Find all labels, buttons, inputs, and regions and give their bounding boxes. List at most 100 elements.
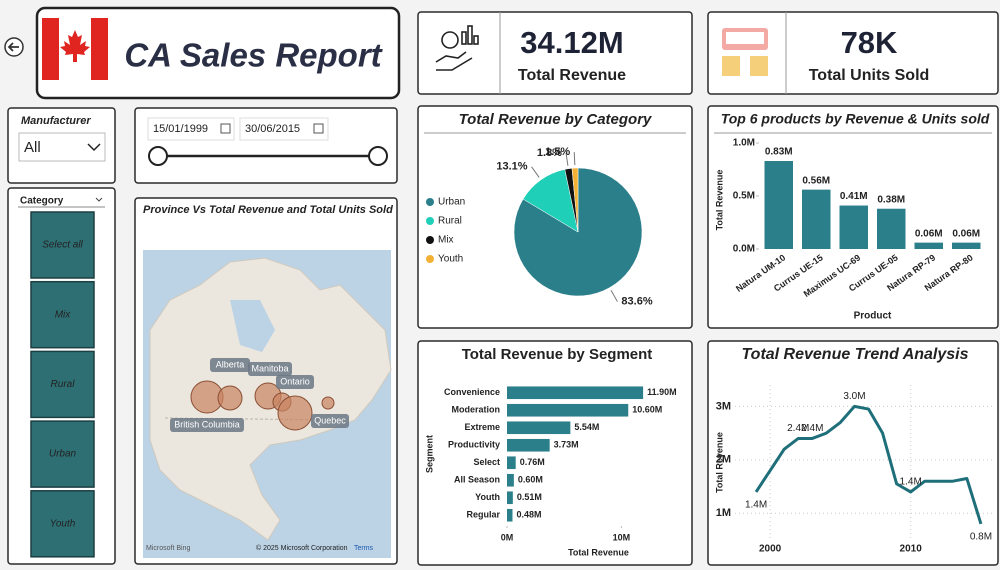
dropdown-value: All xyxy=(24,139,41,156)
map-label: British Columbia xyxy=(174,419,240,429)
data-label: 0.56M xyxy=(802,175,830,186)
data-label: 0.48M xyxy=(516,510,541,520)
data-label: 1.4M xyxy=(900,477,922,488)
map-credit: © 2025 Microsoft Corporation xyxy=(256,544,348,552)
y-tick-label: Select xyxy=(473,457,500,467)
calendar-icon xyxy=(220,123,231,134)
y-tick-label: 0.0M xyxy=(733,244,755,255)
data-label: 2.4M xyxy=(787,423,809,434)
data-label: 11.90M xyxy=(647,387,677,397)
units-icon xyxy=(722,28,768,76)
data-label: 3.0M xyxy=(843,391,865,402)
y-tick-label: Extreme xyxy=(464,422,500,432)
y-tick-label: Regular xyxy=(466,510,500,520)
map-label: Quebec xyxy=(314,415,346,425)
data-label: 0.76M xyxy=(520,457,545,467)
chart-title: Total Revenue Trend Analysis xyxy=(741,346,968,363)
y-tick-label: Youth xyxy=(475,492,500,502)
chart-panel xyxy=(417,340,693,566)
revenue-icon xyxy=(435,25,479,71)
date-input[interactable] xyxy=(147,117,235,141)
date-end: 30/06/2015 xyxy=(245,123,300,135)
chart-title: Total Revenue by Segment xyxy=(462,346,653,363)
leader-line xyxy=(531,166,540,178)
kpi-panel xyxy=(707,11,999,95)
x-axis-title: Total Revenue xyxy=(568,547,629,557)
slider-handle[interactable] xyxy=(148,146,168,166)
manufacturer-dropdown[interactable] xyxy=(18,132,106,162)
map-bubbles xyxy=(190,380,335,431)
leader-line xyxy=(573,152,576,166)
bar xyxy=(507,508,513,522)
legend-label: Mix xyxy=(438,235,454,246)
canada-flag xyxy=(42,18,108,80)
y-axis-title: Total Revenue xyxy=(714,432,724,493)
date-start: 15/01/1999 xyxy=(153,123,208,135)
map-label: Manitoba xyxy=(251,363,288,373)
x-tick-label: 2000 xyxy=(759,544,782,555)
kpi-value: 78K xyxy=(841,25,898,60)
slicer-label: Category xyxy=(20,196,64,207)
data-label: 0.38M xyxy=(877,194,905,205)
category-button[interactable] xyxy=(30,280,95,349)
bar xyxy=(507,473,514,487)
category-button[interactable] xyxy=(30,211,95,279)
data-label: 13.1% xyxy=(496,161,527,173)
category-button[interactable] xyxy=(30,350,95,419)
bar xyxy=(507,421,571,435)
pie-slice xyxy=(513,167,643,297)
kpi-value: 34.12M xyxy=(520,25,623,60)
leader-line xyxy=(565,152,569,166)
bar xyxy=(914,242,943,249)
data-label: 1.5% xyxy=(545,146,570,158)
bar xyxy=(764,161,793,249)
chart-title: Total Revenue by Category xyxy=(459,111,652,128)
legend-label: Rural xyxy=(438,216,462,227)
data-label: 83.6% xyxy=(621,296,652,308)
map-credit[interactable]: Terms xyxy=(354,545,374,552)
bar xyxy=(507,491,513,505)
legend-swatch xyxy=(426,255,434,263)
data-label: 0.06M xyxy=(915,228,943,239)
bar xyxy=(839,205,868,249)
data-label: 0.60M xyxy=(518,475,543,485)
y-tick-label: Productivity xyxy=(448,440,500,450)
slider-handle[interactable] xyxy=(368,146,388,166)
x-axis-title: Product xyxy=(854,311,892,322)
chart-title: Top 6 products by Revenue & Units sold xyxy=(721,111,990,127)
category-button-label: Youth xyxy=(50,518,76,529)
y-tick-label: Moderation xyxy=(452,405,501,415)
pie-slice xyxy=(571,167,579,233)
bar xyxy=(507,438,550,452)
map-title: Province Vs Total Revenue and Total Unit… xyxy=(143,204,393,216)
data-label: 0.41M xyxy=(840,191,868,202)
bar xyxy=(952,242,981,249)
x-tick-label: 0M xyxy=(501,532,514,542)
slicer-label: Manufacturer xyxy=(21,115,91,127)
kpi-panel xyxy=(417,11,693,95)
date-input[interactable] xyxy=(239,117,329,141)
map-credit: Microsoft Bing xyxy=(146,545,190,552)
calendar-icon xyxy=(313,123,324,134)
category-button[interactable] xyxy=(30,490,95,558)
header-panel xyxy=(35,6,401,100)
back-button[interactable] xyxy=(4,37,24,57)
data-label: 1.8% xyxy=(537,147,562,159)
leader-line xyxy=(610,290,618,302)
kpi-label: Total Units Sold xyxy=(809,67,930,84)
bar xyxy=(877,208,906,249)
trend-line xyxy=(754,404,983,525)
data-label: 0.06M xyxy=(952,228,980,239)
data-label: 0.8M xyxy=(970,532,992,543)
kpi-label: Total Revenue xyxy=(518,67,626,84)
legend-label: Urban xyxy=(438,197,465,208)
map-label: Ontario xyxy=(280,376,310,386)
category-button[interactable] xyxy=(30,420,95,488)
data-label: 1.4M xyxy=(745,500,767,511)
category-button-label: Mix xyxy=(55,309,72,320)
bar xyxy=(507,386,644,400)
x-tick-label: 10M xyxy=(613,532,631,542)
bar xyxy=(507,456,516,470)
slicer-chevron xyxy=(95,197,103,202)
chart-panel xyxy=(707,340,999,566)
